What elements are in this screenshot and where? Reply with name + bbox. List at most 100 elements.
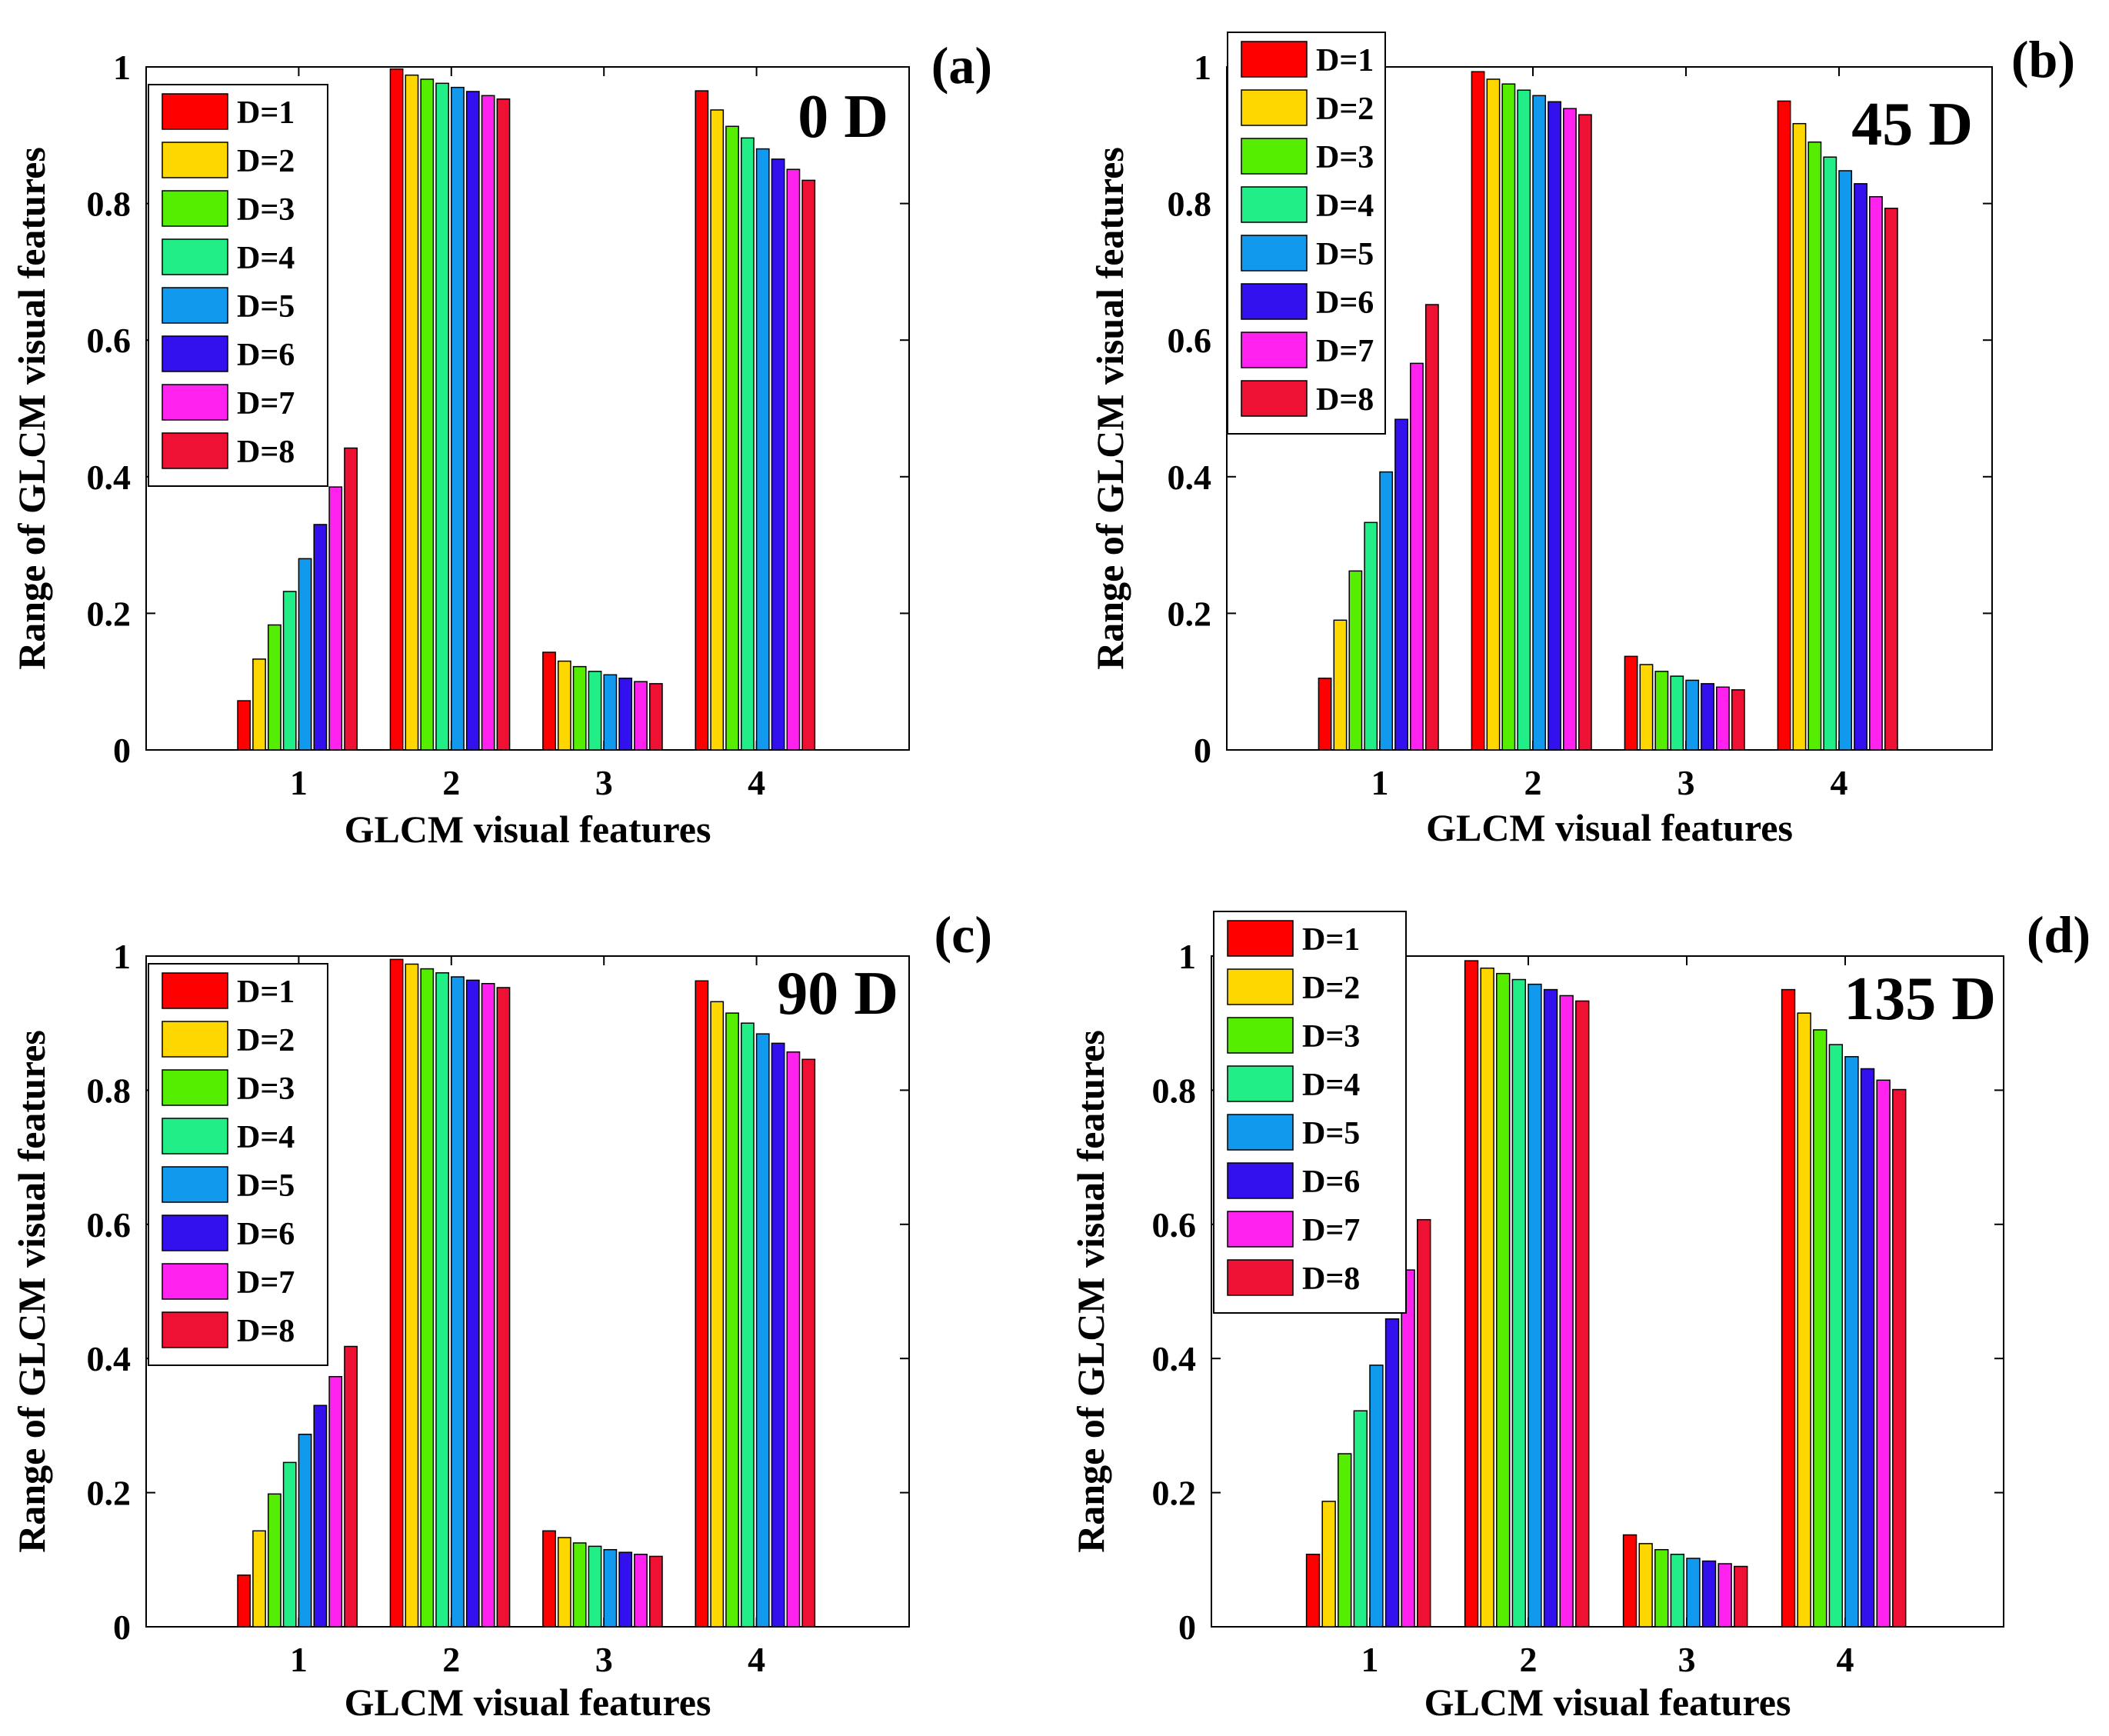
bar bbox=[1876, 1079, 1891, 1628]
bar bbox=[298, 558, 312, 751]
bar bbox=[1321, 1501, 1336, 1628]
chart-panel: 0 0.2 0.4 0.6 0.8 1 1 2 3 4 GLCM visual features Ra… bbox=[1088, 30, 2075, 849]
bar bbox=[298, 1433, 312, 1628]
legend-label: D=8 bbox=[1316, 382, 1374, 418]
panel-label: (c) bbox=[935, 905, 992, 964]
legend-swatch bbox=[1227, 920, 1294, 957]
legend-swatch bbox=[1241, 380, 1308, 417]
bar bbox=[1348, 570, 1363, 751]
bar bbox=[328, 1375, 343, 1628]
legend-label: D=6 bbox=[237, 1217, 295, 1252]
bar bbox=[618, 1551, 633, 1628]
chart-panel: 0 0.2 0.4 0.6 0.8 1 1 2 3 4 GLCM visual features Ra… bbox=[10, 905, 992, 1724]
bar bbox=[1417, 1218, 1431, 1628]
legend-label: D=2 bbox=[1302, 971, 1360, 1006]
x-tick-label: 3 bbox=[595, 1640, 613, 1679]
legend-swatch bbox=[1227, 1065, 1294, 1102]
bar bbox=[405, 74, 419, 751]
y-tick-label: 0.2 bbox=[1168, 594, 1212, 633]
bar bbox=[1701, 683, 1714, 751]
bar bbox=[786, 1051, 801, 1628]
bar bbox=[771, 158, 785, 751]
bar bbox=[1860, 1068, 1875, 1628]
bar bbox=[451, 86, 465, 751]
legend-swatch bbox=[162, 1118, 228, 1155]
bar bbox=[1734, 1565, 1748, 1628]
bar bbox=[1884, 208, 1898, 751]
x-tick-label: 1 bbox=[1371, 763, 1389, 802]
bar bbox=[1379, 471, 1394, 751]
bar bbox=[542, 651, 556, 751]
legend-swatch bbox=[1241, 89, 1308, 126]
y-tick-label: 0.2 bbox=[87, 1474, 132, 1513]
bar bbox=[786, 168, 801, 751]
legend-label: D=5 bbox=[237, 289, 295, 325]
bar bbox=[1781, 988, 1796, 1628]
y-tick-label: 0.2 bbox=[87, 594, 132, 633]
bar bbox=[1624, 655, 1638, 751]
y-axis-label: Range of GLCM visual features bbox=[1069, 1030, 1112, 1553]
bar bbox=[1353, 1410, 1368, 1628]
legend-swatch bbox=[162, 972, 228, 1009]
bar bbox=[1685, 679, 1700, 751]
legend-swatch bbox=[162, 1021, 228, 1058]
bar bbox=[1338, 1453, 1352, 1628]
x-tick-label: 2 bbox=[442, 1640, 460, 1679]
legend-label: D=1 bbox=[237, 95, 295, 131]
legend-swatch bbox=[162, 1215, 228, 1251]
y-tick-label: 1 bbox=[113, 48, 131, 87]
bar bbox=[1333, 619, 1348, 751]
y-tick-label: 0.8 bbox=[1152, 1071, 1197, 1110]
legend-label: D=4 bbox=[1316, 188, 1374, 224]
axes-box bbox=[145, 955, 910, 1628]
bar bbox=[435, 82, 449, 751]
bar bbox=[1501, 83, 1516, 751]
y-tick-label: 0.4 bbox=[1152, 1339, 1197, 1378]
chart-title: 0 D bbox=[798, 83, 888, 151]
x-tick-label: 3 bbox=[1678, 763, 1695, 802]
y-tick-label: 1 bbox=[1194, 48, 1211, 87]
bar bbox=[252, 1530, 266, 1628]
x-axis-label: GLCM visual features bbox=[1426, 806, 1793, 849]
bar bbox=[313, 524, 328, 751]
legend-swatch bbox=[1241, 138, 1308, 175]
bar bbox=[1364, 521, 1378, 751]
bar bbox=[618, 678, 633, 751]
bar bbox=[755, 148, 770, 751]
bar bbox=[1777, 100, 1791, 751]
legend-label: D=8 bbox=[237, 435, 295, 470]
legend-label: D=7 bbox=[1302, 1213, 1360, 1248]
bar bbox=[1828, 1044, 1844, 1628]
y-tick-label: 0.4 bbox=[87, 458, 132, 497]
y-tick-label: 0.6 bbox=[87, 321, 132, 360]
bar bbox=[542, 1530, 556, 1628]
bar bbox=[313, 1404, 328, 1628]
bar bbox=[1654, 1548, 1669, 1628]
bar bbox=[557, 1537, 571, 1628]
bar bbox=[801, 1058, 816, 1628]
legend-label: D=6 bbox=[1316, 285, 1374, 321]
bar bbox=[1686, 1558, 1701, 1628]
legend-swatch bbox=[1227, 1259, 1294, 1296]
y-axis-label: Range of GLCM visual features bbox=[10, 1030, 53, 1553]
y-tick-label: 1 bbox=[1178, 937, 1196, 976]
bar bbox=[1401, 1269, 1415, 1628]
bar bbox=[1813, 1029, 1827, 1628]
legend-swatch bbox=[162, 1069, 228, 1106]
legend-swatch bbox=[1227, 1017, 1294, 1054]
bar bbox=[1792, 122, 1807, 751]
bar bbox=[588, 1545, 602, 1628]
y-tick-label: 0.6 bbox=[1168, 321, 1212, 360]
legend-label: D=3 bbox=[237, 192, 295, 228]
bar bbox=[1496, 972, 1511, 1628]
legend-label: D=8 bbox=[237, 1314, 295, 1349]
legend-label: D=3 bbox=[237, 1071, 295, 1107]
x-tick-label: 2 bbox=[1524, 763, 1542, 802]
bar bbox=[695, 90, 709, 751]
legend-swatch bbox=[162, 142, 228, 178]
legend-label: D=5 bbox=[1316, 237, 1374, 272]
legend-swatch bbox=[162, 1311, 228, 1348]
bar bbox=[1318, 678, 1332, 751]
bar bbox=[1622, 1534, 1638, 1628]
